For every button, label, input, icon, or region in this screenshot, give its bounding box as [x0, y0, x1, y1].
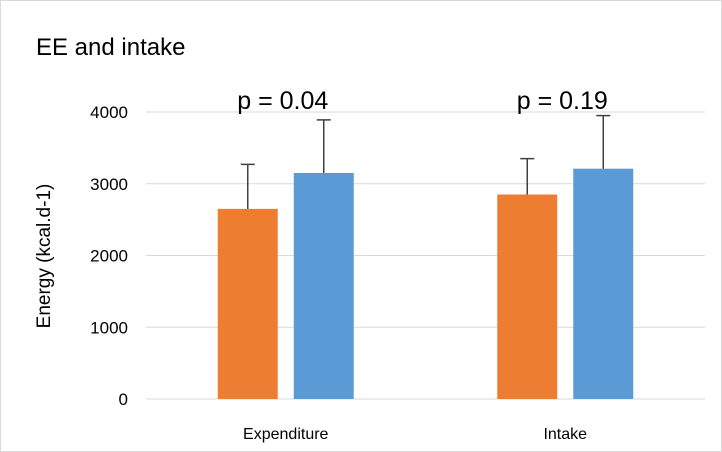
bars [217, 168, 634, 399]
y-axis-ticks: 0 1000 2000 3000 4000 [90, 103, 128, 409]
bar-expenditure-series-1 [217, 208, 278, 399]
category-label-intake: Intake [543, 426, 587, 443]
p-value-annotation: p = 0.04 [237, 87, 328, 115]
p-value-annotation: p = 0.19 [517, 87, 608, 115]
x-axis-categories: Expenditure Intake [243, 426, 587, 443]
category-label-expenditure: Expenditure [243, 426, 328, 443]
y-tick-label: 2000 [90, 247, 128, 266]
bar-intake-series-2 [573, 168, 634, 399]
bar-intake-series-1 [497, 194, 558, 399]
annotations: p = 0.04 p = 0.19 [237, 87, 608, 115]
y-tick-label: 3000 [90, 175, 128, 194]
bar-expenditure-series-2 [293, 172, 354, 399]
chart-title: EE and intake [36, 34, 185, 61]
y-tick-label: 1000 [90, 318, 128, 337]
y-axis-title: Energy (kcal.d-1) [34, 184, 55, 329]
y-tick-label: 0 [119, 390, 128, 409]
error-bars [240, 114, 611, 209]
y-tick-label: 4000 [90, 103, 128, 122]
